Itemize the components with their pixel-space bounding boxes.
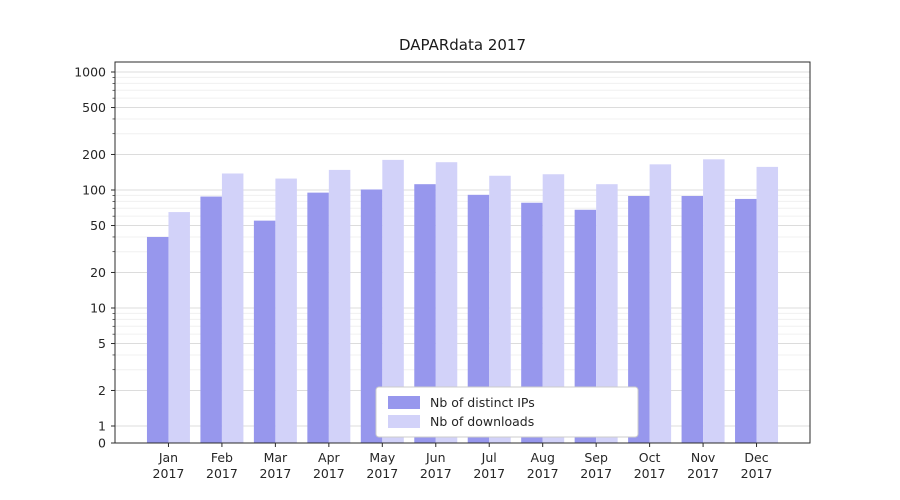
x-tick-label-year: 2017 xyxy=(687,466,719,481)
x-tick-label-year: 2017 xyxy=(741,466,773,481)
bar-downloads-mar xyxy=(275,178,297,443)
plot-border xyxy=(114,61,811,444)
x-tick-label-month: Feb xyxy=(211,450,233,465)
bar-distinct-ips-jan xyxy=(146,236,169,443)
x-tick-label-month: Mar xyxy=(264,450,288,465)
y-tick-label: 1 xyxy=(98,419,106,434)
x-tick-label-month: Aug xyxy=(530,450,554,465)
bar-distinct-ips-nov xyxy=(681,195,704,443)
x-tick-label-year: 2017 xyxy=(366,466,398,481)
x-tick-label-year: 2017 xyxy=(313,466,345,481)
x-tick-label-year: 2017 xyxy=(634,466,666,481)
bar-distinct-ips-aug xyxy=(521,202,543,443)
bar-downloads-aug xyxy=(542,174,565,443)
bar-downloads-may xyxy=(382,159,404,443)
y-tick-label: 50 xyxy=(90,218,106,233)
chart-title: DAPARdata 2017 xyxy=(398,36,527,54)
legend-box xyxy=(375,386,639,438)
bar-distinct-ips-mar xyxy=(253,220,276,443)
y-tick-label: 2 xyxy=(98,383,106,398)
x-tick-label-month: Nov xyxy=(691,450,716,465)
bar-downloads-oct xyxy=(649,164,672,443)
bar-downloads-jun xyxy=(435,162,458,443)
bar-downloads-nov xyxy=(703,159,725,443)
bar-distinct-ips-jun xyxy=(414,184,436,444)
legend-label-distinct-ips: Nb of distinct IPs xyxy=(430,395,535,410)
x-tick-label-month: Jul xyxy=(481,450,497,465)
x-tick-label-year: 2017 xyxy=(259,466,291,481)
legend-swatch-downloads xyxy=(388,415,420,428)
x-tick-label-year: 2017 xyxy=(473,466,505,481)
y-tick-label: 5 xyxy=(98,336,106,351)
x-tick-label-year: 2017 xyxy=(580,466,612,481)
x-tick-label-year: 2017 xyxy=(153,466,185,481)
x-tick-label-month: Jan xyxy=(158,450,178,465)
y-tick-label: 20 xyxy=(90,265,106,280)
bar-distinct-ips-sep xyxy=(574,209,597,443)
bar-distinct-ips-dec xyxy=(735,198,757,443)
y-tick-label: 0 xyxy=(98,436,106,451)
x-tick-label-year: 2017 xyxy=(527,466,559,481)
bar-downloads-dec xyxy=(756,166,779,443)
legend-swatch-distinct-ips xyxy=(388,396,420,409)
bar-distinct-ips-feb xyxy=(200,196,222,443)
bar-downloads-sep xyxy=(596,184,618,444)
bar-downloads-apr xyxy=(328,169,351,443)
bar-downloads-feb xyxy=(221,173,244,443)
x-tick-label-month: Dec xyxy=(744,450,768,465)
y-tick-label: 10 xyxy=(90,301,106,316)
y-tick-label: 100 xyxy=(82,183,106,198)
bar-distinct-ips-apr xyxy=(307,192,329,443)
x-tick-label-month: Jun xyxy=(425,450,446,465)
x-tick-label-month: Oct xyxy=(639,450,661,465)
x-tick-label-month: May xyxy=(369,450,395,465)
bar-distinct-ips-may xyxy=(360,189,383,443)
x-tick-label-year: 2017 xyxy=(206,466,238,481)
y-tick-label: 1000 xyxy=(74,65,106,80)
bar-downloads-jan xyxy=(168,212,190,443)
x-tick-label-month: Sep xyxy=(584,450,608,465)
y-tick-label: 200 xyxy=(82,147,106,162)
bar-downloads-jul xyxy=(489,175,511,443)
legend-label-downloads: Nb of downloads xyxy=(430,414,534,429)
y-tick-label: 500 xyxy=(82,100,106,115)
bar-distinct-ips-jul xyxy=(467,194,490,443)
x-tick-label-year: 2017 xyxy=(420,466,452,481)
bar-distinct-ips-oct xyxy=(628,195,650,443)
x-tick-label-month: Apr xyxy=(318,450,340,465)
